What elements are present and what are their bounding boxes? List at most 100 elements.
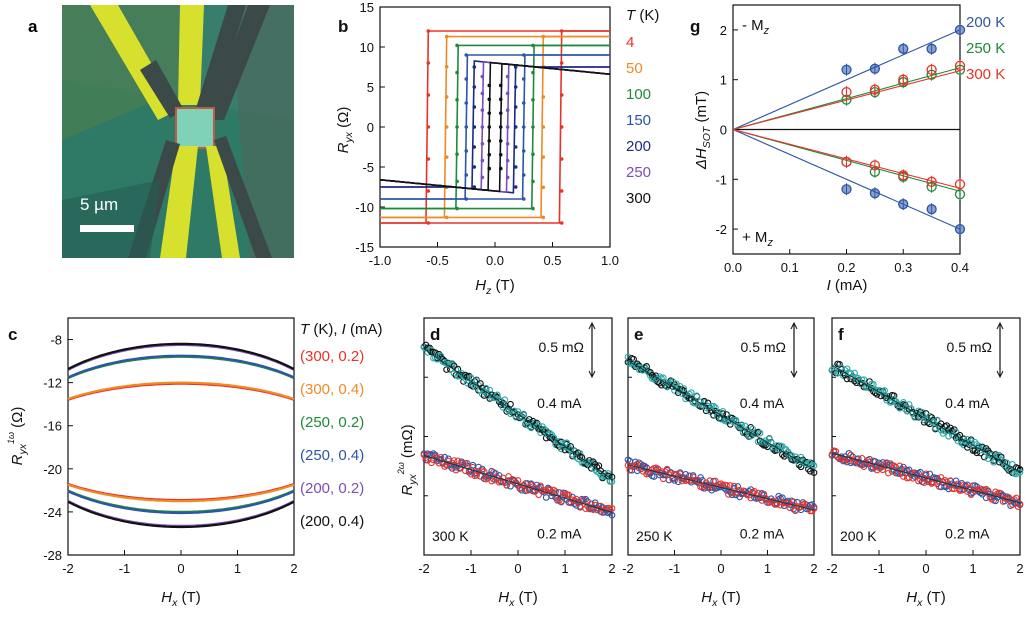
data-point — [480, 158, 485, 163]
hysteresis-branch-down — [380, 60, 610, 190]
data-point — [487, 152, 492, 157]
data-point — [1016, 466, 1024, 473]
temperature-label: 300 K — [432, 528, 469, 544]
data-point — [455, 98, 459, 102]
fit-line — [831, 364, 1021, 473]
data-point — [498, 166, 503, 171]
legend-entry: 250 — [626, 164, 651, 181]
y-tick-label: 10 — [360, 40, 374, 55]
curve-label-high: 0.4 mA — [945, 395, 990, 411]
data-point — [505, 142, 510, 146]
micrograph-electrode — [160, 146, 198, 258]
data-point — [858, 379, 866, 387]
data-point — [550, 486, 558, 494]
scale-bar-arrow — [588, 321, 596, 330]
legend-entry: 100 — [626, 86, 651, 103]
data-point — [531, 98, 535, 102]
data-point — [559, 221, 564, 225]
panel-label-a: a — [28, 17, 38, 36]
data-point — [531, 152, 535, 156]
data-point — [498, 139, 503, 143]
data-point — [426, 189, 431, 193]
data-point — [1016, 500, 1024, 508]
data-point — [463, 459, 471, 467]
data-point — [480, 74, 485, 79]
data-point — [464, 53, 469, 57]
data-point — [498, 111, 503, 115]
panel-f: f -2 -1 0 1 2 Hx (T) 0.5 mΩ 0.4 mA 0.2 mA 200 K — [826, 317, 1024, 609]
curve-lower — [67, 482, 295, 502]
y-tick-label: 0 — [720, 123, 727, 138]
data-point — [507, 400, 514, 408]
data-point — [521, 125, 526, 129]
data-point — [450, 362, 458, 370]
curve-lower — [67, 500, 295, 529]
data-point — [487, 125, 492, 129]
y-tick-label: 1 — [720, 73, 727, 88]
data-point — [521, 53, 526, 57]
data-point — [426, 29, 431, 33]
curve-upper — [67, 381, 295, 401]
x-tick-label: 0.0 — [724, 260, 742, 275]
micrograph-region — [62, 180, 160, 258]
x-axis-label: Hx (T) — [161, 589, 200, 609]
legend-entry: 300 K — [966, 66, 1005, 83]
data-point — [930, 418, 937, 426]
legend-entry: 200 — [626, 138, 651, 155]
hysteresis-branch-up — [379, 62, 611, 193]
micrograph-electrode — [206, 146, 240, 258]
data-point — [426, 157, 431, 161]
data-point — [505, 91, 510, 96]
data-point — [992, 497, 999, 505]
x-tick-label: 1.0 — [601, 253, 619, 268]
scale-bar-arrow — [790, 321, 798, 330]
data-point — [473, 471, 480, 479]
data-point — [764, 443, 771, 451]
hysteresis-branch-up — [380, 54, 610, 200]
data-point — [513, 185, 518, 189]
data-point — [505, 74, 510, 79]
data-point — [444, 95, 449, 99]
panel-e: e -2 -1 0 1 2 Hx (T) 0.5 mΩ 0.4 mA 0.2 mA 250 K — [622, 317, 818, 609]
panel-c: c -2 -1 0 1 2 -8 -12 -16 -20 -24 -28 Hx (T) Ryx1ω (Ω)… — [6, 317, 383, 609]
data-point — [498, 125, 503, 129]
data-point — [521, 77, 526, 81]
data-point — [747, 423, 755, 431]
hysteresis-branch-up — [380, 64, 610, 194]
micrograph-electrode — [206, 5, 270, 120]
data-point — [501, 396, 509, 404]
data-point — [521, 197, 526, 201]
data-point — [531, 179, 535, 184]
legend-entry: (200, 0.2) — [300, 480, 364, 497]
data-point — [693, 392, 701, 400]
data-point — [473, 469, 480, 477]
x-tick-label: 2 — [810, 561, 817, 576]
data-point — [898, 469, 905, 477]
hysteresis-branch-down — [380, 35, 610, 219]
y-tick-label: -2 — [715, 222, 727, 237]
data-point — [472, 125, 477, 129]
data-point — [843, 375, 851, 383]
panel-a: a 5 µm — [28, 5, 294, 258]
data-point — [932, 424, 939, 432]
data-point — [505, 125, 510, 129]
data-point — [426, 93, 431, 97]
data-point — [487, 97, 492, 102]
data-point — [455, 125, 459, 129]
data-point — [480, 108, 485, 112]
data-point — [531, 125, 535, 129]
y-tick-label: -1 — [715, 172, 727, 187]
legend-entry: (250, 0.4) — [300, 447, 364, 464]
plot-frame — [627, 317, 815, 556]
data-point — [464, 125, 469, 129]
data-point — [997, 490, 1005, 497]
legend-entry: 300 — [626, 190, 651, 207]
data-point — [488, 477, 496, 485]
data-point — [559, 189, 564, 193]
data-point — [541, 34, 546, 39]
data-point — [559, 61, 564, 65]
hysteresis-branch-down — [380, 30, 610, 224]
data-point — [480, 392, 488, 399]
x-axis-label: Hz (T) — [475, 277, 514, 297]
data-point — [521, 173, 526, 177]
